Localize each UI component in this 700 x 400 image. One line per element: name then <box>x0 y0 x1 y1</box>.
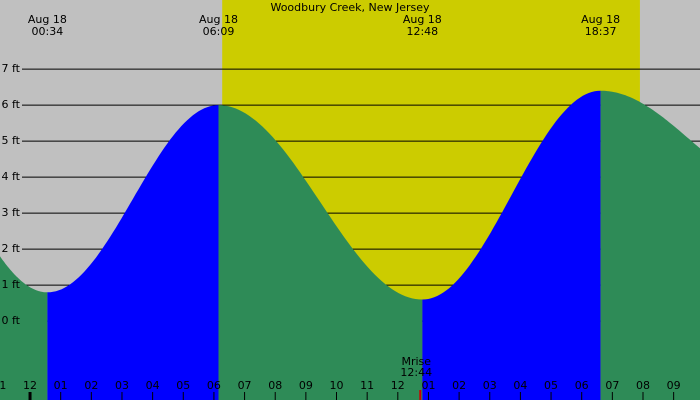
extreme-date: Aug 18 <box>403 13 442 26</box>
x-tick-label: 11 <box>0 379 6 392</box>
extreme-time: 12:48 <box>406 25 438 38</box>
x-tick-label: 04 <box>146 379 160 392</box>
extreme-date: Aug 18 <box>199 13 238 26</box>
falling-tide <box>0 256 48 400</box>
x-tick-label: 08 <box>636 379 650 392</box>
x-tick-label: 02 <box>452 379 466 392</box>
x-tick-label: 06 <box>207 379 221 392</box>
extreme-time: 00:34 <box>32 25 64 38</box>
extreme-date: Aug 18 <box>581 13 620 26</box>
moonrise-time: 12:44 <box>400 366 432 379</box>
x-tick-label: 04 <box>513 379 527 392</box>
x-tick-label: 05 <box>544 379 558 392</box>
y-tick-label: 6 ft <box>2 98 21 111</box>
x-tick-label: 09 <box>667 379 681 392</box>
chart-title: Woodbury Creek, New Jersey <box>270 1 430 14</box>
y-tick-label: 4 ft <box>2 170 21 183</box>
rising-tide <box>422 90 601 400</box>
x-tick-label: 02 <box>84 379 98 392</box>
x-tick-label: 08 <box>268 379 282 392</box>
x-tick-label: 09 <box>299 379 313 392</box>
x-tick-label: 10 <box>330 379 344 392</box>
extreme-date: Aug 18 <box>28 13 67 26</box>
extreme-time: 18:37 <box>585 25 617 38</box>
y-tick-label: 3 ft <box>2 206 21 219</box>
x-tick-label: 12 <box>391 379 405 392</box>
falling-tide <box>600 90 700 400</box>
extreme-time: 06:09 <box>203 25 235 38</box>
x-tick-label: 01 <box>54 379 68 392</box>
x-tick-label: 12 <box>23 379 37 392</box>
x-tick-label: 06 <box>575 379 589 392</box>
falling-tide <box>218 105 423 400</box>
y-tick-label: 0 ft <box>2 314 21 327</box>
x-tick-label: 07 <box>238 379 252 392</box>
x-tick-label: 07 <box>605 379 619 392</box>
y-tick-label: 7 ft <box>2 62 21 75</box>
rising-tide <box>47 105 219 400</box>
y-tick-label: 1 ft <box>2 278 21 291</box>
x-tick-label: 03 <box>483 379 497 392</box>
y-tick-label: 5 ft <box>2 134 21 147</box>
x-tick-label: 01 <box>421 379 435 392</box>
x-tick-label: 11 <box>360 379 374 392</box>
moonrise-label: Mrise <box>401 355 431 368</box>
x-tick-label: 03 <box>115 379 129 392</box>
y-tick-label: 2 ft <box>2 242 21 255</box>
x-tick-label: 05 <box>176 379 190 392</box>
